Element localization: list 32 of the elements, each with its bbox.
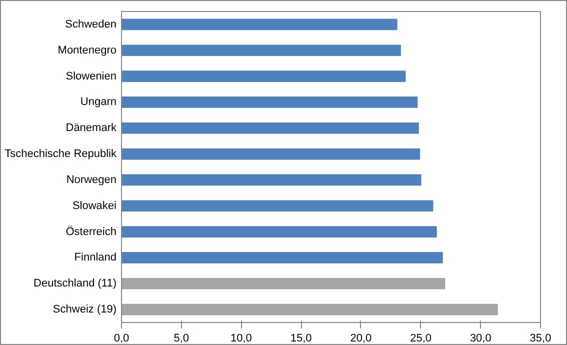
bar bbox=[122, 148, 420, 160]
x-tick-label: 0,0 bbox=[114, 332, 130, 344]
x-tick-label: 25,0 bbox=[410, 332, 432, 344]
bar bbox=[122, 278, 446, 290]
y-tick-label: Norwegen bbox=[66, 174, 116, 186]
bar bbox=[122, 44, 401, 56]
bar bbox=[122, 18, 398, 30]
x-tick-label: 20,0 bbox=[350, 332, 372, 344]
y-tick-label: Deutschland (11) bbox=[34, 278, 116, 290]
y-tick-label: Österreich bbox=[66, 224, 117, 238]
bar bbox=[122, 252, 443, 264]
x-tick-label: 10,0 bbox=[230, 332, 252, 344]
y-tick-label: Slowakei bbox=[72, 200, 117, 212]
bar bbox=[122, 174, 422, 186]
bar bbox=[122, 200, 434, 212]
y-tick-label: Schweden bbox=[65, 18, 117, 30]
bar bbox=[122, 70, 406, 82]
y-tick-label: Schweiz (19) bbox=[52, 304, 116, 316]
x-tick-label: 30,0 bbox=[470, 332, 492, 344]
x-tick-label: 15,0 bbox=[290, 332, 312, 344]
y-tick-label: Ungarn bbox=[80, 96, 116, 108]
y-tick-label: Montenegro bbox=[58, 44, 117, 56]
x-tick-label: 35,0 bbox=[530, 332, 552, 344]
y-tick-label: Slowenien bbox=[66, 70, 117, 82]
bar bbox=[122, 122, 419, 134]
y-tick-label: Tschechische Republik bbox=[4, 148, 117, 160]
y-tick-label: Finnland bbox=[74, 252, 117, 264]
y-tick-label: Dänemark bbox=[66, 122, 117, 134]
bar bbox=[122, 96, 418, 108]
bar bbox=[122, 304, 498, 316]
x-tick-label: 5,0 bbox=[174, 332, 190, 344]
bar bbox=[122, 226, 437, 238]
